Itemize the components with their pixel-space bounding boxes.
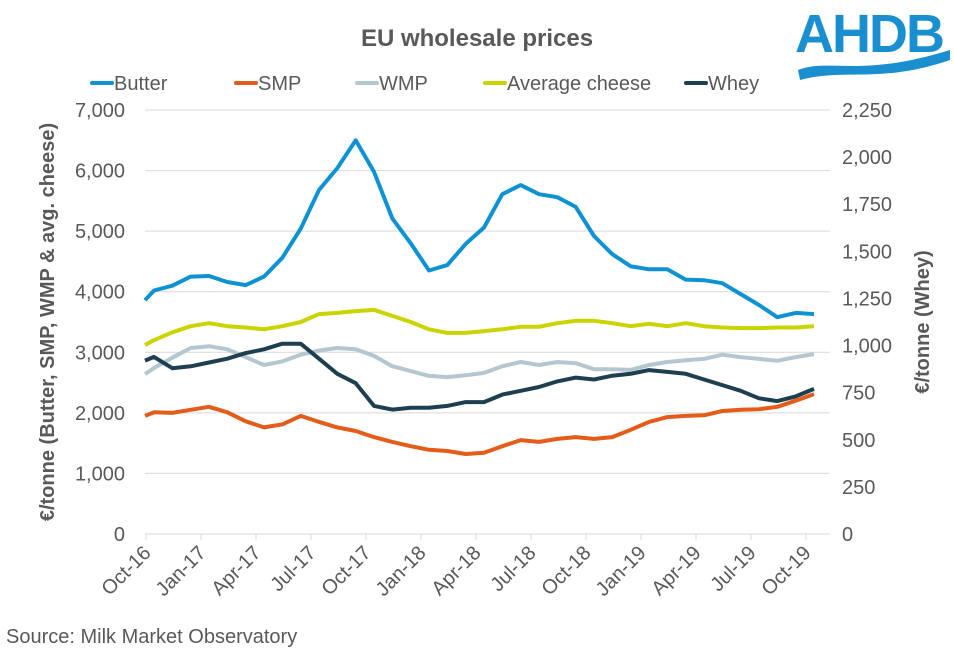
series-line-butter [143, 138, 815, 320]
legend-label: Average cheese [507, 73, 651, 95]
x-tick-label: Oct-17 [318, 542, 376, 600]
y-tick-label: 3,000 [75, 342, 125, 364]
y2-tick-label: 1,000 [842, 336, 892, 358]
x-tick-label: Jul-19 [706, 542, 760, 596]
legend-label: SMP [258, 73, 301, 95]
legend-item-average-cheese: Average cheese [483, 73, 651, 95]
y2-tick-label: 1,750 [842, 194, 892, 216]
y2-tick-label: 2,000 [842, 147, 892, 169]
x-tick-label: Apr-17 [208, 542, 266, 600]
x-tick-label: Jan-19 [592, 542, 651, 601]
y-axis-title: €/tonne (Butter, SMP, WMP & avg. cheese) [37, 123, 59, 521]
y-tick-label: 1,000 [75, 463, 125, 485]
legend-item-smp: SMP [234, 73, 301, 95]
chart-title: EU wholesale prices [361, 25, 593, 52]
x-tick-label: Jul-18 [486, 542, 540, 596]
y2-tick-label: 1,500 [842, 241, 892, 263]
logo-text: AHDB [795, 4, 943, 64]
y-tick-label: 0 [114, 524, 125, 546]
series-lines [143, 138, 815, 456]
y-tick-label: 6,000 [75, 161, 125, 183]
y2-tick-label: 2,250 [842, 100, 892, 122]
logo-wave-icon [798, 50, 950, 80]
legend-label: Whey [708, 73, 759, 95]
y2-tick-label: 250 [842, 477, 875, 499]
x-tick-label: Oct-18 [538, 542, 596, 600]
y-axis-right: 0 250 500 750 1,000 1,250 1,500 1,750 2,000 2,250 [842, 100, 892, 546]
y2-tick-label: 1,250 [842, 288, 892, 310]
legend: Butter SMP WMP Average cheese Whey [90, 73, 759, 95]
legend-item-butter: Butter [90, 73, 168, 95]
gridlines [145, 109, 830, 535]
source-note: Source: Milk Market Observatory [6, 626, 297, 648]
x-tick-label: Jan-17 [152, 542, 211, 601]
legend-item-whey: Whey [684, 73, 759, 95]
x-tick-label: Jan-18 [372, 542, 431, 601]
legend-label: WMP [379, 73, 428, 95]
y-tick-label: 4,000 [75, 282, 125, 304]
x-tick-label: Jul-17 [266, 542, 320, 596]
series-line-average-cheese [144, 307, 815, 347]
y-tick-label: 5,000 [75, 221, 125, 243]
y2-tick-label: 750 [842, 383, 875, 405]
legend-label: Butter [114, 73, 168, 95]
y2-tick-label: 500 [842, 430, 875, 452]
y2-tick-label: 0 [842, 524, 853, 546]
y-tick-label: 2,000 [75, 403, 125, 425]
y-axis-left: 0 1,000 2,000 3,000 4,000 5,000 6,000 7,000 [75, 100, 125, 546]
y2-axis-title: €/tonne (Whey) [912, 250, 934, 393]
x-tick-label: Apr-19 [648, 542, 706, 600]
y-tick-label: 7,000 [75, 100, 125, 122]
legend-item-wmp: WMP [355, 73, 428, 95]
x-tick-label: Apr-18 [428, 542, 486, 600]
series-line-whey [144, 341, 815, 412]
x-tick-label: Oct-19 [758, 542, 816, 600]
x-tick-label: Oct-16 [98, 542, 156, 600]
series-line-wmp [143, 344, 815, 380]
series-line-smp [144, 392, 815, 456]
ahdb-logo: AHDB [795, 4, 950, 80]
